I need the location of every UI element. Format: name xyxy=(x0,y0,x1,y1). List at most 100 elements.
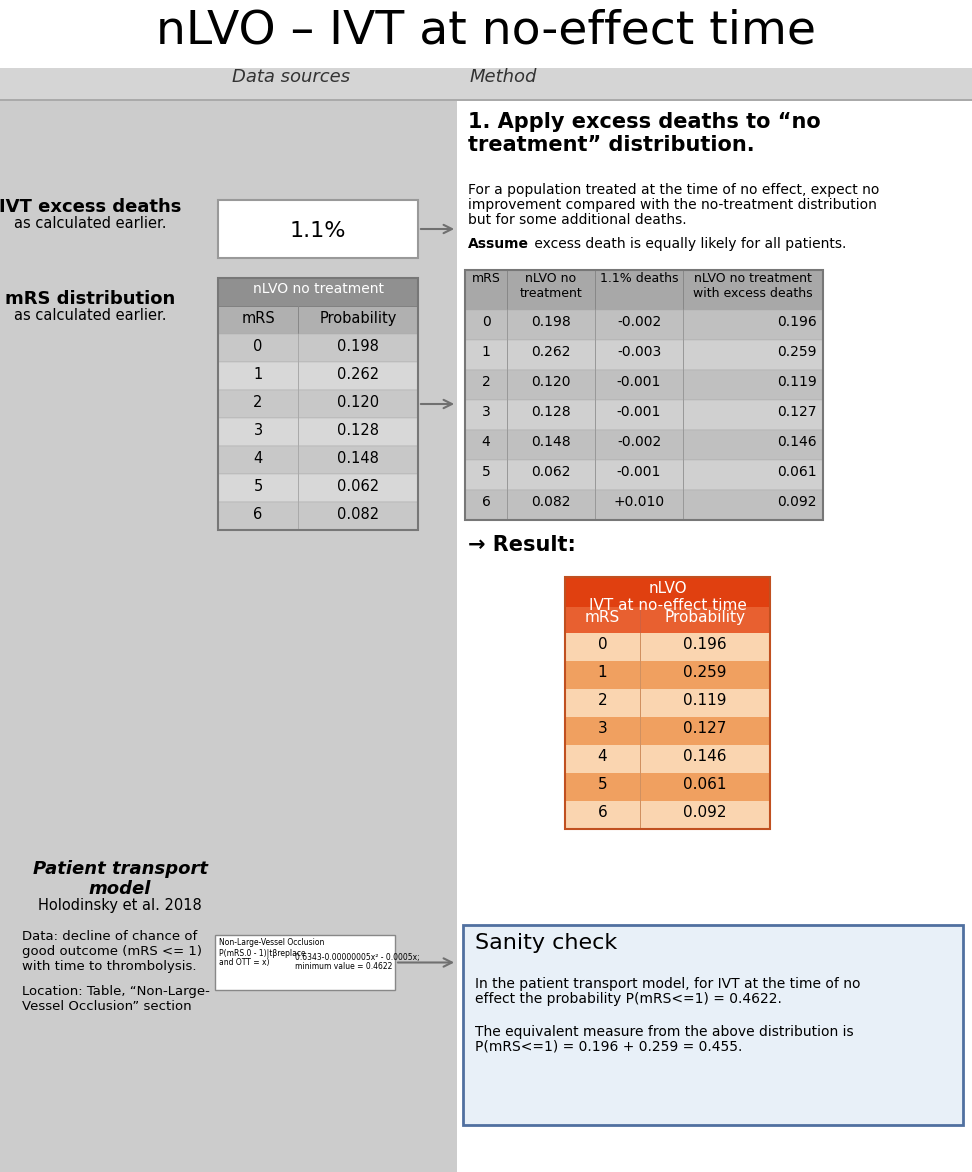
Bar xyxy=(0,68,972,100)
Bar xyxy=(507,270,508,311)
Text: 6: 6 xyxy=(481,495,491,509)
Bar xyxy=(218,200,418,258)
Text: 1.1%: 1.1% xyxy=(290,222,346,241)
Text: 0.6343-0.00000005x² - 0.0005x;: 0.6343-0.00000005x² - 0.0005x; xyxy=(295,953,420,962)
Text: 0.120: 0.120 xyxy=(337,395,379,410)
Text: 0.198: 0.198 xyxy=(531,315,571,329)
Bar xyxy=(640,661,641,689)
Text: -0.002: -0.002 xyxy=(617,435,661,449)
Text: +0.010: +0.010 xyxy=(613,495,665,509)
Text: 4: 4 xyxy=(598,749,608,764)
Text: -0.002: -0.002 xyxy=(617,315,661,329)
Bar xyxy=(218,390,418,418)
Bar xyxy=(218,306,418,334)
Bar xyxy=(565,800,770,829)
Text: -0.003: -0.003 xyxy=(617,345,661,359)
Bar xyxy=(595,370,596,400)
Text: 0.092: 0.092 xyxy=(778,495,817,509)
Bar xyxy=(465,490,823,520)
Text: 0.262: 0.262 xyxy=(337,367,379,382)
Bar xyxy=(595,311,596,340)
Bar xyxy=(465,430,823,459)
Bar xyxy=(465,400,823,430)
Bar xyxy=(507,370,508,400)
Bar xyxy=(298,473,299,502)
Text: The equivalent measure from the above distribution is: The equivalent measure from the above di… xyxy=(475,1026,853,1040)
Text: model: model xyxy=(88,880,152,898)
Text: but for some additional deaths.: but for some additional deaths. xyxy=(468,213,686,227)
Bar xyxy=(565,745,770,774)
Text: IVT excess deaths: IVT excess deaths xyxy=(0,198,181,216)
Bar xyxy=(640,717,641,745)
Bar xyxy=(215,935,395,990)
Text: Patient transport: Patient transport xyxy=(32,860,207,878)
Bar xyxy=(465,270,823,311)
Bar xyxy=(507,340,508,370)
Text: 0.127: 0.127 xyxy=(683,721,727,736)
Text: P(mRS.0 - 1)|tβreplace: P(mRS.0 - 1)|tβreplace xyxy=(219,949,305,958)
Text: 0.128: 0.128 xyxy=(337,423,379,438)
Text: Data sources: Data sources xyxy=(232,68,350,86)
Text: 0.119: 0.119 xyxy=(683,693,727,708)
Text: 3: 3 xyxy=(254,423,262,438)
Bar xyxy=(0,98,972,101)
Bar xyxy=(298,418,299,447)
Bar xyxy=(218,278,418,306)
Text: 2: 2 xyxy=(254,395,262,410)
Text: improvement compared with the no-treatment distribution: improvement compared with the no-treatme… xyxy=(468,198,877,212)
Text: 3: 3 xyxy=(598,721,608,736)
Text: 0.120: 0.120 xyxy=(532,375,571,389)
Bar xyxy=(465,311,823,340)
Bar xyxy=(595,430,596,459)
Bar xyxy=(640,800,641,829)
Bar xyxy=(595,490,596,520)
Text: 6: 6 xyxy=(254,507,262,522)
Text: 0.082: 0.082 xyxy=(532,495,571,509)
Bar xyxy=(298,390,299,418)
Bar xyxy=(683,430,684,459)
Text: nLVO no
treatment: nLVO no treatment xyxy=(520,272,582,300)
Text: 6: 6 xyxy=(598,805,608,820)
Text: 2: 2 xyxy=(481,375,491,389)
Text: -0.001: -0.001 xyxy=(617,406,661,420)
Bar xyxy=(507,459,508,490)
Text: as calculated earlier.: as calculated earlier. xyxy=(14,308,166,323)
Bar xyxy=(465,459,823,490)
Text: Non-Large-Vessel Occlusion: Non-Large-Vessel Occlusion xyxy=(219,938,325,947)
Text: 3: 3 xyxy=(481,406,491,420)
Bar xyxy=(218,502,418,530)
Text: 0.062: 0.062 xyxy=(532,465,571,479)
Text: nLVO no treatment
with excess deaths: nLVO no treatment with excess deaths xyxy=(693,272,813,300)
Bar xyxy=(595,340,596,370)
Bar xyxy=(298,362,299,390)
Bar xyxy=(595,459,596,490)
Text: as calculated earlier.: as calculated earlier. xyxy=(14,216,166,231)
Bar xyxy=(595,400,596,430)
Bar xyxy=(640,607,641,633)
Text: good outcome (mRS <= 1): good outcome (mRS <= 1) xyxy=(22,945,202,958)
Bar xyxy=(465,370,823,400)
Text: 1.1% deaths: 1.1% deaths xyxy=(600,272,678,285)
Bar xyxy=(565,689,770,717)
Text: 0.262: 0.262 xyxy=(532,345,571,359)
Text: 0.061: 0.061 xyxy=(778,465,817,479)
Text: mRS: mRS xyxy=(241,311,275,326)
Bar xyxy=(640,633,641,661)
Bar xyxy=(565,633,770,661)
Text: 0.119: 0.119 xyxy=(778,375,817,389)
Text: 1: 1 xyxy=(598,665,608,680)
Bar xyxy=(298,306,299,334)
Bar xyxy=(683,459,684,490)
Bar xyxy=(683,311,684,340)
Text: mRS: mRS xyxy=(471,272,501,285)
Bar xyxy=(683,400,684,430)
Bar xyxy=(565,577,770,607)
Text: 0.062: 0.062 xyxy=(337,479,379,495)
Bar xyxy=(218,418,418,447)
Text: nLVO no treatment: nLVO no treatment xyxy=(253,282,384,297)
Bar xyxy=(565,577,770,829)
Text: 0.082: 0.082 xyxy=(337,507,379,522)
Text: and OTT = x): and OTT = x) xyxy=(219,958,269,967)
Text: 1. Apply excess deaths to “no
treatment” distribution.: 1. Apply excess deaths to “no treatment”… xyxy=(468,113,820,155)
Text: P(mRS<=1) = 0.196 + 0.259 = 0.455.: P(mRS<=1) = 0.196 + 0.259 = 0.455. xyxy=(475,1040,743,1054)
